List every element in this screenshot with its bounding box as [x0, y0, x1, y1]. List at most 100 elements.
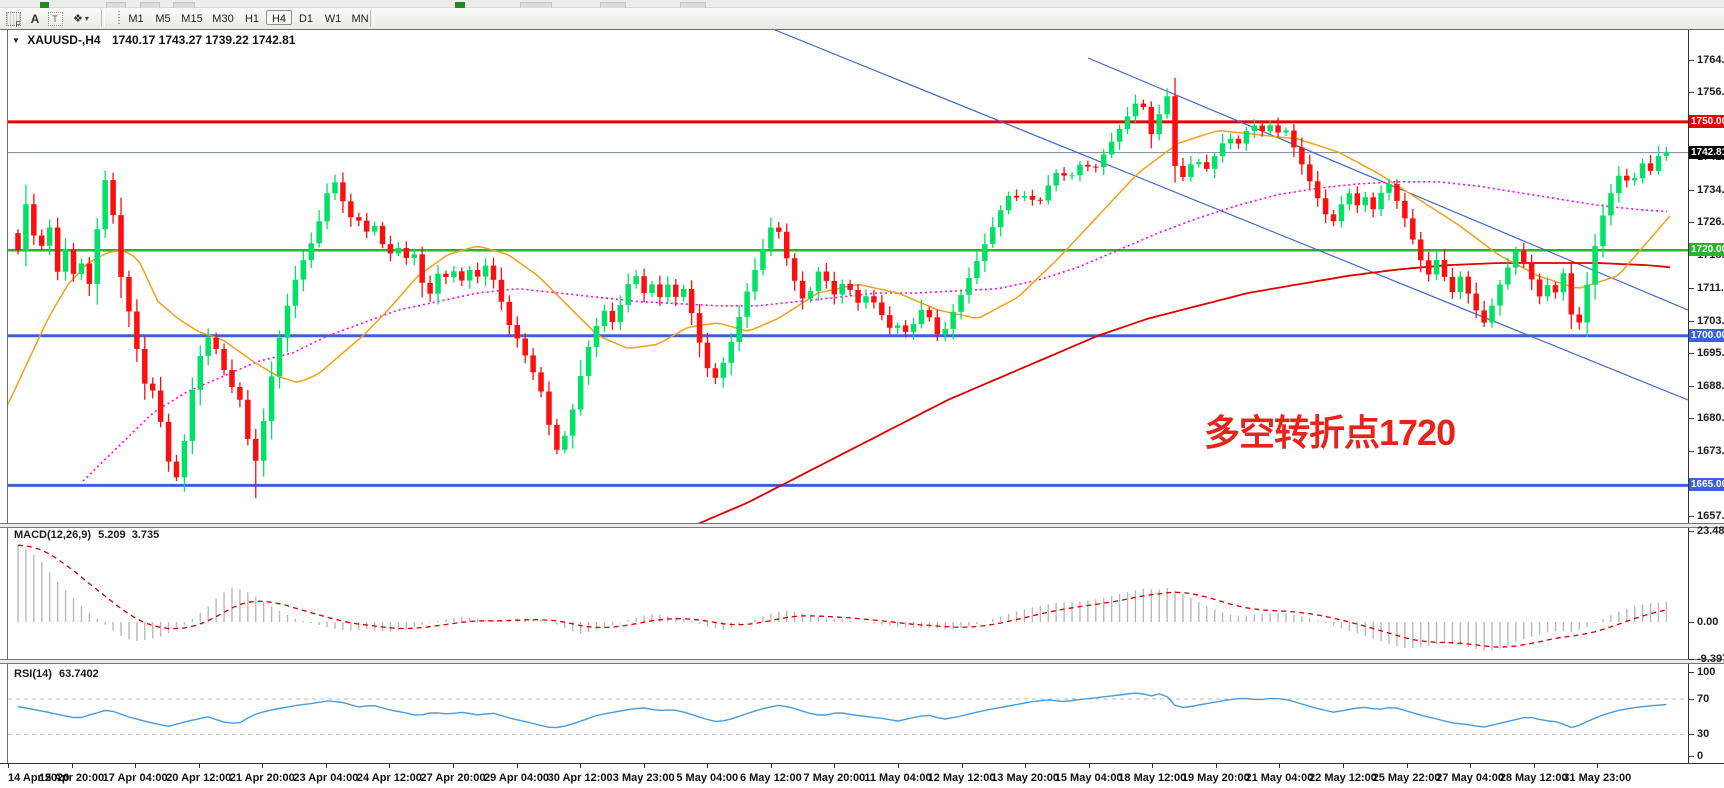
time-axis-label: 19 May 20:00 — [1181, 772, 1250, 784]
objects-glyph: ❖ — [73, 13, 83, 25]
time-axis-tick — [580, 764, 582, 768]
time-axis-label: 17 Apr 04:00 — [102, 772, 168, 784]
time-axis-label: 12 May 12:00 — [927, 772, 996, 784]
price-axis-tick — [1689, 515, 1694, 517]
macd-axis-tick — [1689, 658, 1694, 660]
time-axis-label: 20 Apr 12:00 — [166, 772, 232, 784]
timeframe-button-m1[interactable]: M1 — [123, 10, 149, 25]
time-axis-label: 24 Apr 12:00 — [356, 772, 422, 784]
time-axis-label: 31 May 23:00 — [1563, 772, 1632, 784]
time-axis-tick — [1533, 764, 1535, 768]
time-axis-label: 6 May 12:00 — [739, 772, 802, 784]
rsi-label: RSI(14) 63.7402 — [14, 668, 99, 680]
annotation-text: 多空转折点1720 — [1204, 412, 1456, 453]
anchor-grid-glyph: F — [5, 11, 21, 29]
time-axis-label: 3 May 23:00 — [612, 772, 675, 784]
time-axis-tick — [71, 764, 73, 768]
rsi-axis-tick — [1689, 734, 1694, 736]
timeframe-button-d1[interactable]: D1 — [293, 10, 319, 25]
panel-splitter[interactable] — [0, 659, 1724, 664]
current-price-label: 1742.81 — [1689, 145, 1724, 159]
time-axis-label: 15 May 04:00 — [1054, 772, 1123, 784]
toolbar-separator — [101, 10, 105, 27]
ohlc-values: 1740.17 1743.27 1739.22 1742.81 — [111, 33, 296, 47]
time-axis-label: 7 May 20:00 — [803, 772, 866, 784]
price-axis-tick — [1689, 450, 1694, 452]
time-axis-label: 28 May 12:00 — [1499, 772, 1568, 784]
time-axis-label: 21 May 04:00 — [1245, 772, 1314, 784]
time-axis[interactable]: 14 Apr 2020 15 Apr 20:00 17 Apr 04:00 20 Ap… — [0, 763, 1724, 788]
time-axis-tick — [961, 764, 963, 768]
anchor-grid-icon[interactable]: F — [4, 10, 22, 29]
cropped-button — [140, 2, 160, 8]
cropped-button — [40, 2, 49, 8]
timeframe-button-m30[interactable]: M30 — [208, 10, 238, 25]
time-axis-tick — [452, 764, 454, 768]
time-axis-label: 30 Apr 12:00 — [547, 772, 613, 784]
time-axis-tick — [1470, 764, 1472, 768]
time-axis-tick — [262, 764, 264, 768]
cropped-toolbar-row — [0, 0, 1724, 8]
font-a-icon[interactable]: A — [30, 11, 40, 26]
timeframe-button-h4[interactable]: H4 — [266, 10, 292, 25]
time-axis-label: 11 May 04:00 — [864, 772, 932, 784]
macd-label: MACD(12,26,9) 5.209 3.735 — [14, 529, 160, 541]
price-scale-label: 1726.50 — [1697, 216, 1724, 229]
price-axis-tick — [1689, 385, 1694, 387]
price-scale-label: 1673.10 — [1697, 444, 1724, 457]
cropped-button — [455, 2, 465, 8]
timeframe-button-w1[interactable]: W1 — [320, 10, 346, 25]
price-line-label: 1700.00 — [1689, 328, 1724, 342]
price-scale-label: 1680.70 — [1697, 412, 1724, 425]
cropped-button — [680, 2, 706, 8]
price-line-label: 1665.00 — [1689, 478, 1724, 492]
rsi-axis-tick — [1689, 756, 1694, 757]
cropped-button — [106, 2, 126, 8]
rsi-axis-tick — [1689, 698, 1694, 700]
chart-border-left — [7, 30, 8, 763]
rsi-scale-label: 70 — [1697, 692, 1710, 705]
price-axis-tick — [1689, 92, 1694, 94]
time-axis-tick — [1279, 764, 1281, 768]
time-axis-tick — [135, 764, 137, 768]
time-axis-tick — [707, 764, 709, 768]
text-label-icon[interactable]: T — [46, 10, 64, 27]
chart-border-top — [0, 29, 1724, 30]
objects-icon[interactable]: ❖ ▾ — [68, 10, 94, 27]
time-axis-label: 5 May 04:00 — [676, 772, 739, 784]
timeframe-button-group: M1 M5 M15 M30 H1 H4 D1 W1 MN — [123, 10, 374, 27]
price-axis-tick — [1689, 288, 1694, 290]
timeframe-button-m15[interactable]: M15 — [177, 10, 207, 25]
time-axis-label: 23 Apr 04:00 — [293, 772, 359, 784]
time-axis-tick — [516, 764, 518, 768]
time-axis-label: 27 Apr 20:00 — [420, 772, 486, 784]
cropped-button — [520, 2, 552, 8]
toolbar-drag-handle[interactable] — [118, 11, 120, 26]
price-scale-label: 1711.10 — [1697, 282, 1724, 295]
chevron-down-icon: ▼ — [12, 36, 20, 45]
time-axis-tick — [834, 764, 836, 768]
cropped-button — [173, 2, 195, 8]
price-axis-tick — [1689, 222, 1694, 224]
price-scale-label: 1703.50 — [1697, 314, 1724, 327]
price-scale-label: 1688.30 — [1697, 379, 1724, 392]
price-axis-tick — [1689, 418, 1694, 420]
time-axis-tick — [1342, 764, 1344, 768]
price-axis-tick — [1689, 59, 1694, 61]
chart-title[interactable]: ▼ XAUUSD-,H4 1740.17 1743.27 1739.22 174… — [12, 33, 295, 47]
macd-scale-label: -9.397 — [1697, 652, 1724, 665]
cropped-button — [600, 2, 626, 8]
time-axis-label: 15 Apr 20:00 — [39, 772, 105, 784]
price-scale-label: 1756.90 — [1697, 86, 1724, 99]
rsi-scale-label: 100 — [1697, 666, 1716, 679]
price-line-label: 1720.00 — [1689, 243, 1724, 257]
timeframe-button-mn[interactable]: MN — [347, 10, 373, 25]
macd-axis-tick — [1689, 622, 1694, 623]
time-axis-tick — [897, 764, 899, 768]
timeframe-button-m5[interactable]: M5 — [150, 10, 176, 25]
timeframe-button-h1[interactable]: H1 — [239, 10, 265, 25]
time-axis-label: 13 May 20:00 — [991, 772, 1060, 784]
time-axis-label: 27 May 04:00 — [1436, 772, 1505, 784]
panel-splitter[interactable] — [0, 523, 1724, 528]
